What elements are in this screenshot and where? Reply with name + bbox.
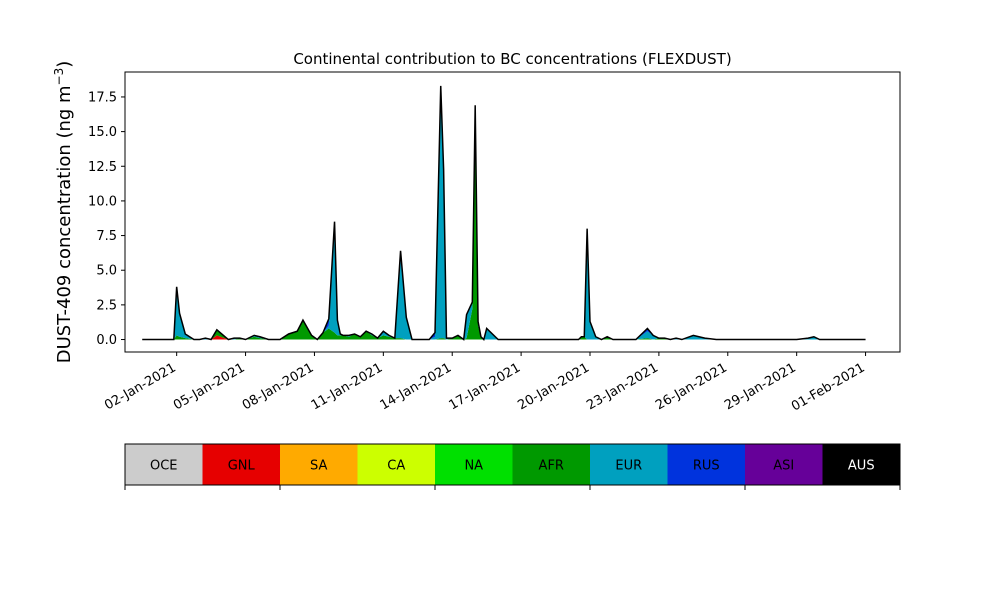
- x-tick-label: 08-Jan-2021: [240, 360, 317, 413]
- axes-frame: [124, 71, 901, 353]
- legend-swatch-asi: [745, 444, 823, 485]
- y-tick-label: 15.0: [88, 125, 117, 140]
- x-tick-label: 20-Jan-2021: [515, 360, 592, 413]
- area-asi: [142, 85, 866, 340]
- y-axis-label-exponent: −3: [52, 68, 66, 86]
- area-aus: [142, 85, 866, 340]
- y-tick-label: 2.5: [96, 298, 117, 313]
- legend-label-gnl: GNL: [228, 459, 256, 474]
- legend-label-ca: CA: [387, 459, 405, 474]
- legend-label-sa: SA: [310, 459, 327, 474]
- legend-swatch-eur: [590, 444, 668, 485]
- legend-swatch-gnl: [202, 444, 281, 485]
- x-tick-label: 26-Jan-2021: [653, 360, 730, 413]
- legend-label-afr: AFR: [539, 459, 564, 474]
- x-tick-label: 23-Jan-2021: [584, 360, 661, 413]
- x-tick-label: 17-Jan-2021: [447, 360, 524, 413]
- legend-label-rus: RUS: [693, 459, 720, 474]
- legend-label-asi: ASI: [773, 459, 794, 474]
- legend-swatch-na: [435, 444, 513, 485]
- legend-swatch-oce: [125, 444, 203, 485]
- legend-label-na: NA: [464, 459, 483, 474]
- y-axis-label-main: DUST-409 concentration (ng m: [54, 85, 75, 363]
- x-tick-label: 02-Jan-2021: [102, 360, 179, 413]
- stacked-areas: [142, 85, 866, 340]
- x-tick-label: 29-Jan-2021: [722, 360, 799, 413]
- x-tick-label: 11-Jan-2021: [309, 360, 386, 413]
- y-axis-label-close: ): [54, 61, 75, 68]
- legend-swatch-afr: [512, 444, 591, 485]
- legend-label-aus: AUS: [848, 459, 875, 474]
- x-tick-label: 01-Feb-2021: [789, 360, 868, 414]
- y-tick-label: 12.5: [88, 160, 117, 175]
- x-tick-label: 14-Jan-2021: [378, 360, 455, 413]
- y-axis-label: DUST-409 concentration (ng m−3): [52, 61, 75, 364]
- chart-title: Continental contribution to BC concentra…: [293, 50, 731, 68]
- y-tick-label: 17.5: [88, 90, 117, 105]
- legend-frame: [124, 443, 901, 486]
- y-axis: 0.0 2.5 5.0 7.5 10.0 12.5 15.0 17.5: [88, 90, 125, 348]
- legend-label-eur: EUR: [615, 459, 642, 474]
- legend-swatch-sa: [280, 444, 358, 485]
- y-tick-label: 10.0: [88, 194, 117, 209]
- area-gnl: [142, 335, 866, 340]
- y-tick-label: 0.0: [96, 333, 117, 348]
- legend-colorbar: OCE GNL SA CA NA AFR EUR RUS ASI AUS: [124, 443, 901, 490]
- y-tick-label: 7.5: [96, 229, 117, 244]
- legend-label-oce: OCE: [150, 459, 178, 474]
- legend-swatch-ca: [357, 444, 436, 485]
- area-afr: [142, 114, 866, 340]
- area-eur: [142, 98, 866, 340]
- area-rus: [142, 85, 866, 340]
- total-concentration-line: [142, 85, 866, 341]
- legend-swatch-rus: [667, 444, 746, 485]
- x-tick-label: 05-Jan-2021: [171, 360, 248, 413]
- y-tick-label: 5.0: [96, 264, 117, 279]
- x-axis: 02-Jan-202105-Jan-202108-Jan-202111-Jan-…: [102, 352, 868, 414]
- legend-swatch-aus: [822, 444, 901, 485]
